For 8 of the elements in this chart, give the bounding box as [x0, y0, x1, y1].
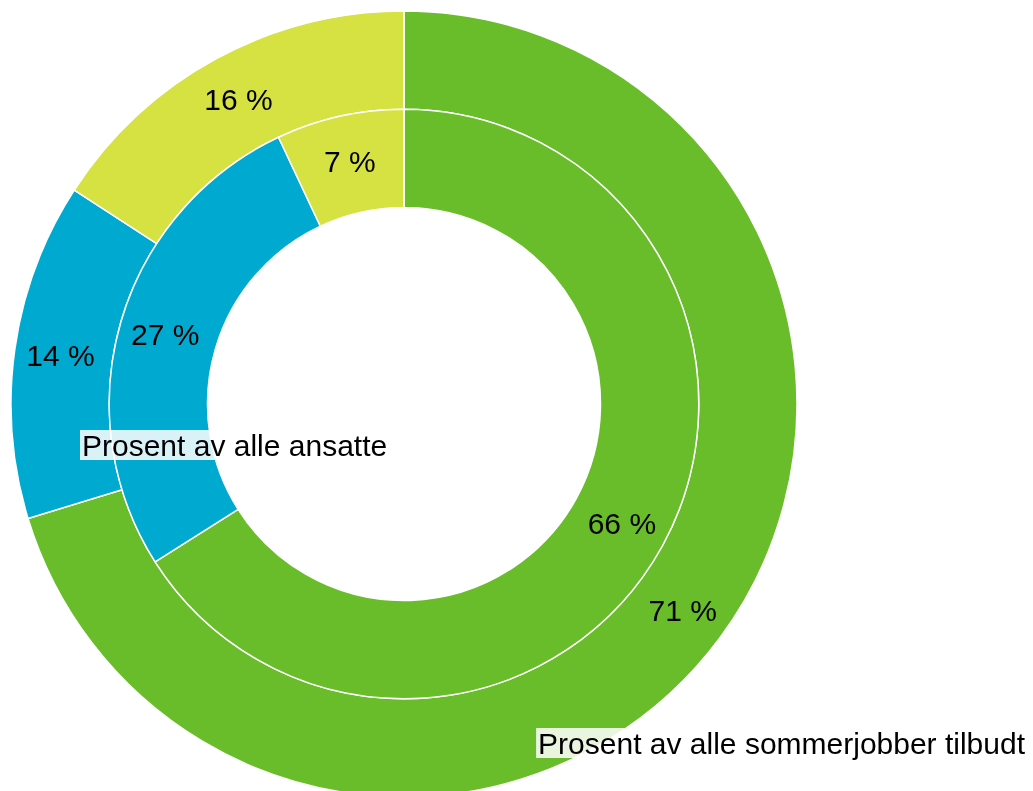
data-label: 16 %	[204, 82, 273, 116]
data-label: 71 %	[648, 594, 717, 627]
slice-label: Prosent av alle sommerjobber tilbudt	[538, 726, 1026, 760]
slice-label: Prosent av alle ansatte	[82, 428, 388, 462]
data-label: 66 %	[587, 507, 657, 541]
data-label: 27 %	[131, 318, 200, 352]
data-label: 7 %	[323, 144, 376, 178]
data-label: 14 %	[26, 339, 95, 373]
